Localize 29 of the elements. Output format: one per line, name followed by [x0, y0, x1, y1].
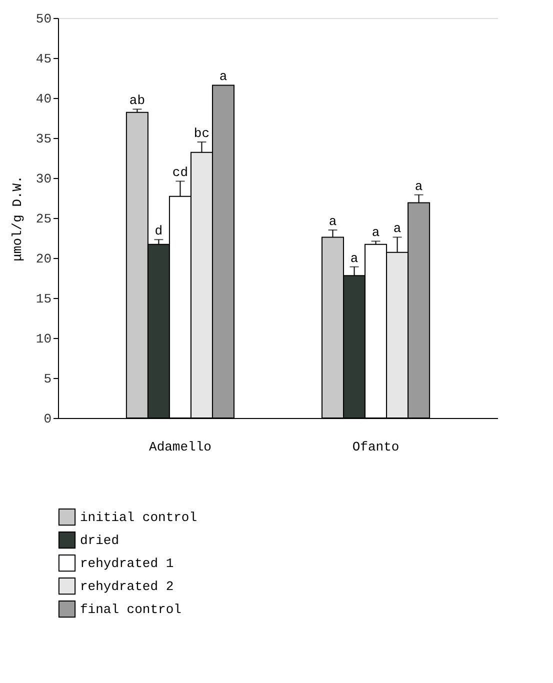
- y-tick-label: 35: [36, 132, 52, 146]
- y-tick-label: 15: [36, 292, 52, 306]
- legend-label: rehydrated 1: [80, 556, 174, 571]
- annotation: cd: [172, 165, 188, 180]
- legend-label: final control: [80, 602, 182, 617]
- x-tick-label: Adamello: [149, 440, 212, 454]
- annotation: a: [393, 221, 402, 236]
- annotation: a: [372, 225, 380, 240]
- y-tick-label: 45: [36, 52, 52, 66]
- y-tick-label: 30: [36, 172, 52, 186]
- annotation: a: [350, 250, 358, 266]
- y-tick-label: 25: [36, 212, 52, 226]
- annotation: a: [414, 178, 423, 194]
- y-tick-label: 10: [36, 332, 52, 346]
- annotation: d: [154, 224, 163, 239]
- annotation: ab: [129, 93, 146, 108]
- legend-label: dried: [80, 533, 120, 548]
- y-tick-label: 0: [44, 412, 52, 426]
- y-tick-label: 20: [36, 252, 52, 266]
- y-axis-title: μmol/g D.W.: [10, 176, 25, 262]
- y-tick-label: 5: [44, 372, 52, 386]
- annotation: bc: [194, 126, 210, 141]
- y-tick-label: 50: [36, 12, 52, 26]
- y-tick-label: 40: [36, 92, 52, 106]
- legend-label: initial control: [80, 510, 198, 525]
- annotation: a: [328, 214, 337, 229]
- annotation: a: [219, 69, 228, 84]
- legend-label: rehydrated 2: [80, 579, 174, 594]
- x-tick-label: Ofanto: [352, 440, 400, 454]
